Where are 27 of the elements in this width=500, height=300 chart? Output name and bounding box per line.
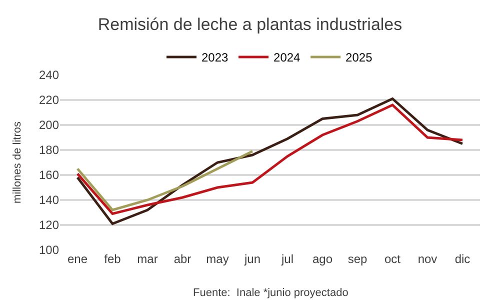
x-tick-label: jul bbox=[280, 252, 294, 266]
x-tick-label: abr bbox=[174, 252, 192, 266]
y-tick-label: 200 bbox=[38, 118, 60, 132]
y-tick-label: 120 bbox=[38, 218, 60, 232]
y-axis-title: millones de litros bbox=[12, 121, 24, 204]
source-note: Fuente: Inale *junio proyectado bbox=[193, 287, 348, 299]
x-tick-label: feb bbox=[104, 252, 122, 266]
line-series bbox=[76, 150, 254, 212]
chart-title: Remisión de leche a plantas industriales bbox=[98, 14, 402, 34]
y-tick-label: 140 bbox=[38, 193, 60, 208]
y-tick-label: 220 bbox=[38, 93, 60, 108]
y-tick-label: 180 bbox=[38, 143, 60, 158]
x-tick-label: dic bbox=[454, 252, 470, 266]
x-tick-label: ago bbox=[312, 252, 333, 266]
x-tick-label: may bbox=[206, 252, 229, 266]
legend-label: 2024 bbox=[274, 50, 301, 65]
x-tick-label: oct bbox=[384, 252, 402, 266]
x-tick-label: jun bbox=[243, 252, 261, 266]
x-tick-label: nov bbox=[418, 252, 438, 266]
legend-label: 2023 bbox=[202, 50, 229, 65]
y-tick-label: 240 bbox=[38, 68, 60, 82]
y-tick-label: 160 bbox=[38, 168, 60, 182]
y-tick-label: 100 bbox=[38, 243, 60, 258]
x-tick-label: sep bbox=[348, 252, 368, 266]
x-tick-label: mar bbox=[137, 252, 158, 266]
legend-label: 2025 bbox=[346, 50, 373, 65]
x-tick-label: ene bbox=[67, 252, 88, 266]
